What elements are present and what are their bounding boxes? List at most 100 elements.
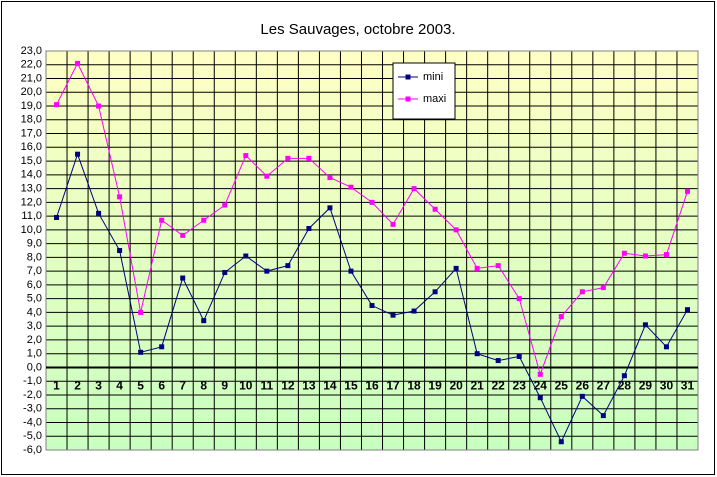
marker bbox=[411, 186, 417, 192]
y-tick-label: -3,0 bbox=[23, 403, 42, 415]
marker bbox=[663, 252, 669, 258]
legend-label: maxi bbox=[423, 93, 446, 105]
y-tick-label: 21,0 bbox=[21, 72, 42, 84]
x-tick-label: 8 bbox=[200, 379, 207, 393]
legend-marker bbox=[405, 74, 411, 80]
x-tick-label: 5 bbox=[137, 379, 144, 393]
y-tick-label: 16,0 bbox=[21, 141, 42, 153]
y-tick-label: 3,0 bbox=[27, 320, 42, 332]
y-tick-label: 0,0 bbox=[27, 361, 42, 373]
marker bbox=[579, 393, 585, 399]
marker bbox=[138, 309, 144, 315]
x-tick-label: 7 bbox=[179, 379, 186, 393]
y-tick-label: 13,0 bbox=[21, 182, 42, 194]
marker bbox=[222, 270, 228, 276]
y-tick-label: 23,0 bbox=[21, 45, 42, 57]
x-tick-label: 12 bbox=[281, 379, 295, 393]
marker bbox=[222, 202, 228, 208]
marker bbox=[138, 349, 144, 355]
marker bbox=[348, 268, 354, 274]
marker bbox=[306, 155, 312, 161]
marker bbox=[390, 221, 396, 227]
marker bbox=[411, 308, 417, 314]
y-tick-label: -1,0 bbox=[23, 375, 42, 387]
marker bbox=[537, 371, 543, 377]
x-tick-label: 15 bbox=[344, 379, 358, 393]
marker bbox=[96, 103, 102, 109]
x-tick-label: 22 bbox=[492, 379, 506, 393]
y-tick-label: 1,0 bbox=[27, 348, 42, 360]
marker bbox=[621, 373, 627, 379]
y-tick-label: 12,0 bbox=[21, 196, 42, 208]
marker bbox=[180, 232, 186, 238]
x-tick-label: 11 bbox=[260, 379, 273, 393]
marker bbox=[558, 314, 564, 320]
marker bbox=[684, 307, 690, 313]
y-tick-label: 22,0 bbox=[21, 59, 42, 71]
x-tick-label: 29 bbox=[639, 379, 653, 393]
marker bbox=[600, 413, 606, 419]
marker bbox=[54, 214, 60, 220]
marker bbox=[264, 268, 270, 274]
y-tick-label: 8,0 bbox=[27, 251, 42, 263]
y-tick-label: 10,0 bbox=[21, 224, 42, 236]
marker bbox=[579, 289, 585, 295]
marker bbox=[621, 250, 627, 256]
x-tick-label: 1 bbox=[53, 379, 60, 393]
marker bbox=[243, 253, 249, 259]
x-tick-label: 19 bbox=[428, 379, 442, 393]
marker bbox=[684, 188, 690, 194]
y-tick-label: 20,0 bbox=[21, 86, 42, 98]
y-tick-label: 5,0 bbox=[27, 293, 42, 305]
y-tick-label: -6,0 bbox=[23, 444, 42, 456]
marker bbox=[75, 151, 81, 157]
x-tick-label: 31 bbox=[681, 379, 695, 393]
y-tick-label: 17,0 bbox=[21, 127, 42, 139]
marker bbox=[264, 173, 270, 179]
legend-label: mini bbox=[423, 71, 443, 83]
y-tick-label: 19,0 bbox=[21, 100, 42, 112]
x-tick-label: 17 bbox=[386, 379, 400, 393]
x-tick-label: 18 bbox=[407, 379, 421, 393]
marker bbox=[663, 344, 669, 350]
x-tick-label: 14 bbox=[323, 379, 337, 393]
marker bbox=[159, 344, 165, 350]
x-tick-label: 24 bbox=[534, 379, 548, 393]
marker bbox=[201, 318, 207, 324]
marker bbox=[243, 153, 249, 159]
marker bbox=[642, 322, 648, 328]
y-tick-label: 2,0 bbox=[27, 334, 42, 346]
x-tick-label: 27 bbox=[597, 379, 611, 393]
marker bbox=[516, 353, 522, 359]
marker bbox=[96, 210, 102, 216]
x-tick-label: 23 bbox=[513, 379, 527, 393]
y-tick-label: 9,0 bbox=[27, 238, 42, 250]
marker bbox=[432, 289, 438, 295]
marker bbox=[327, 175, 333, 181]
marker bbox=[495, 358, 501, 364]
x-tick-label: 4 bbox=[116, 379, 123, 393]
marker bbox=[327, 205, 333, 211]
marker bbox=[558, 439, 564, 445]
marker bbox=[474, 265, 480, 271]
y-tick-label: 18,0 bbox=[21, 114, 42, 126]
marker bbox=[180, 275, 186, 281]
y-tick-label: -4,0 bbox=[23, 416, 42, 428]
x-tick-label: 3 bbox=[95, 379, 102, 393]
marker bbox=[117, 248, 123, 253]
y-tick-label: 14,0 bbox=[21, 169, 42, 181]
marker bbox=[516, 296, 522, 302]
marker bbox=[453, 227, 459, 233]
x-tick-label: 26 bbox=[576, 379, 590, 393]
marker bbox=[453, 265, 459, 271]
x-tick-label: 21 bbox=[470, 379, 484, 393]
marker bbox=[600, 285, 606, 291]
legend-marker bbox=[405, 96, 411, 102]
x-tick-label: 28 bbox=[618, 379, 632, 393]
x-tick-label: 9 bbox=[221, 379, 228, 393]
marker bbox=[474, 351, 480, 357]
plot-border bbox=[45, 50, 699, 451]
marker bbox=[348, 184, 354, 190]
y-tick-label: 11,0 bbox=[21, 210, 42, 222]
